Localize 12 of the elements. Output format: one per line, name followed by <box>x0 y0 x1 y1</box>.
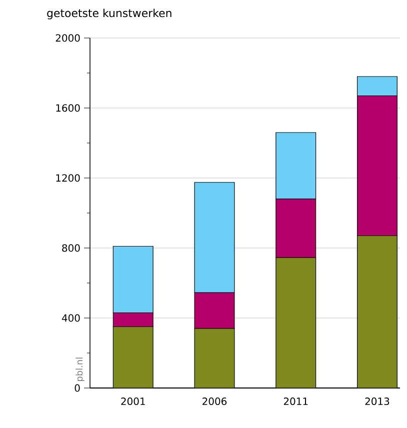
x-tick-label: 2006 <box>202 398 227 406</box>
y-tick-label: 2000 <box>56 34 80 42</box>
chart-title: getoetste kunstwerken <box>47 8 172 20</box>
y-tick-label: 800 <box>62 244 80 252</box>
x-tick-label: 2011 <box>284 398 308 406</box>
text: pbl.nl <box>76 358 84 381</box>
y-tick-label: 400 <box>62 314 80 322</box>
x-tick-label: 2001 <box>121 398 145 406</box>
y-tick-label: 1200 <box>56 174 80 182</box>
y-tick-label: 0 <box>74 384 80 392</box>
x-tick-label: 2013 <box>365 398 390 406</box>
y-tick-label: 1600 <box>56 104 80 112</box>
